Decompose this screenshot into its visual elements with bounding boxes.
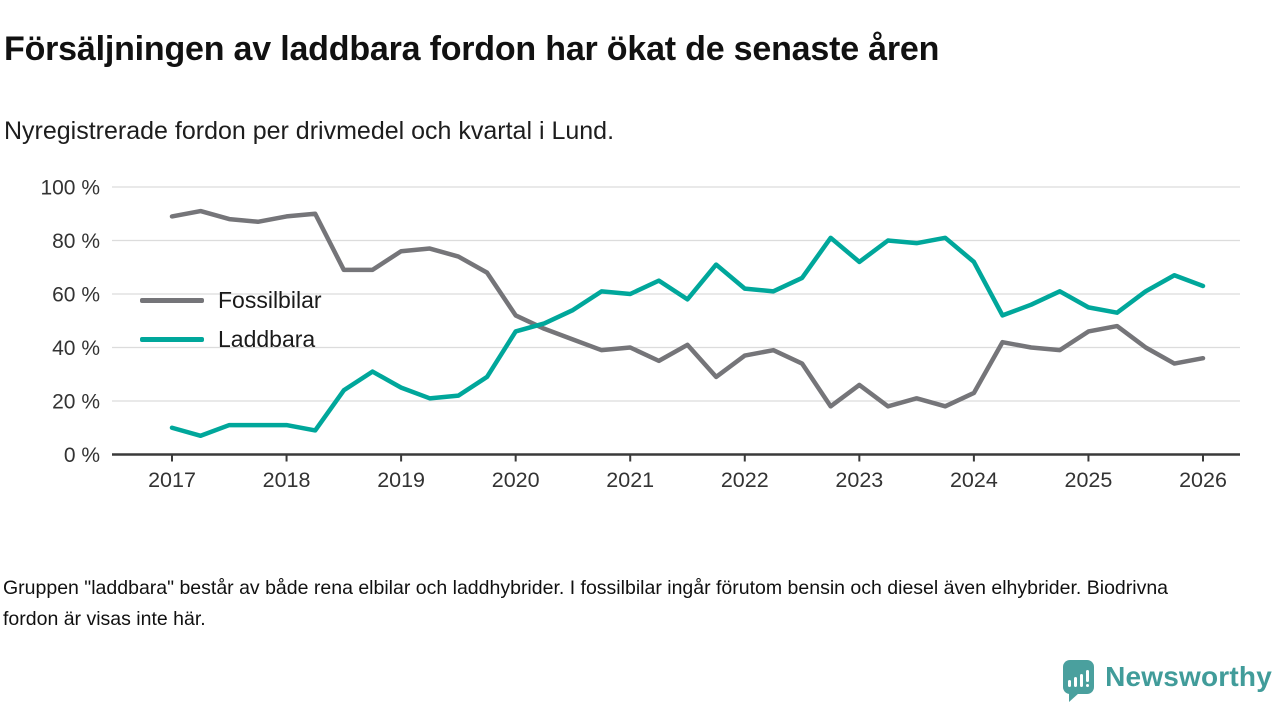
svg-text:0 %: 0 % (64, 444, 100, 467)
svg-text:2018: 2018 (263, 468, 311, 492)
legend-item-fossilbilar: Fossilbilar (140, 285, 322, 315)
svg-text:2019: 2019 (377, 468, 425, 492)
svg-text:2026: 2026 (1179, 468, 1227, 492)
brand-name: Newsworthy (1105, 661, 1272, 692)
svg-text:2017: 2017 (148, 468, 196, 492)
line-chart: 0 % 20 % 40 % 60 % 80 % 100 % 2017 2018 2019 2020… (40, 177, 1240, 492)
svg-text:60 %: 60 % (52, 284, 100, 307)
svg-text:20 %: 20 % (52, 391, 100, 414)
svg-text:2021: 2021 (606, 468, 654, 492)
legend-swatch-fossilbilar (140, 297, 204, 303)
svg-text:2025: 2025 (1065, 468, 1113, 492)
svg-text:2023: 2023 (835, 468, 883, 492)
legend-label-laddbara: Laddbara (218, 325, 316, 352)
newsworthy-logo-icon (1063, 660, 1095, 702)
logo-bar-icon (1073, 677, 1078, 687)
logo-bar-icon (1068, 680, 1072, 687)
legend-item-laddbara: Laddbara (140, 324, 322, 354)
svg-text:2020: 2020 (492, 468, 540, 492)
legend-swatch-laddbara (140, 336, 204, 342)
chart-legend: Fossilbilar Laddbara (140, 285, 322, 354)
page-title: Försäljningen av laddbara fordon har öka… (4, 30, 940, 68)
chart-footnote: Gruppen "laddbara" består av både rena e… (3, 576, 1169, 630)
svg-text:2024: 2024 (950, 468, 998, 492)
logo-exclamation-icon (1085, 669, 1090, 687)
svg-text:2022: 2022 (721, 468, 769, 492)
page-subtitle: Nyregistrerade fordon per drivmedel och … (4, 117, 615, 145)
svg-text:80 %: 80 % (52, 230, 100, 253)
logo-bar-icon (1079, 674, 1084, 687)
legend-label-fossilbilar: Fossilbilar (218, 286, 322, 313)
svg-text:40 %: 40 % (52, 337, 100, 360)
newsworthy-branding: Newsworthy (1063, 653, 1272, 702)
svg-text:100 %: 100 % (40, 177, 100, 200)
